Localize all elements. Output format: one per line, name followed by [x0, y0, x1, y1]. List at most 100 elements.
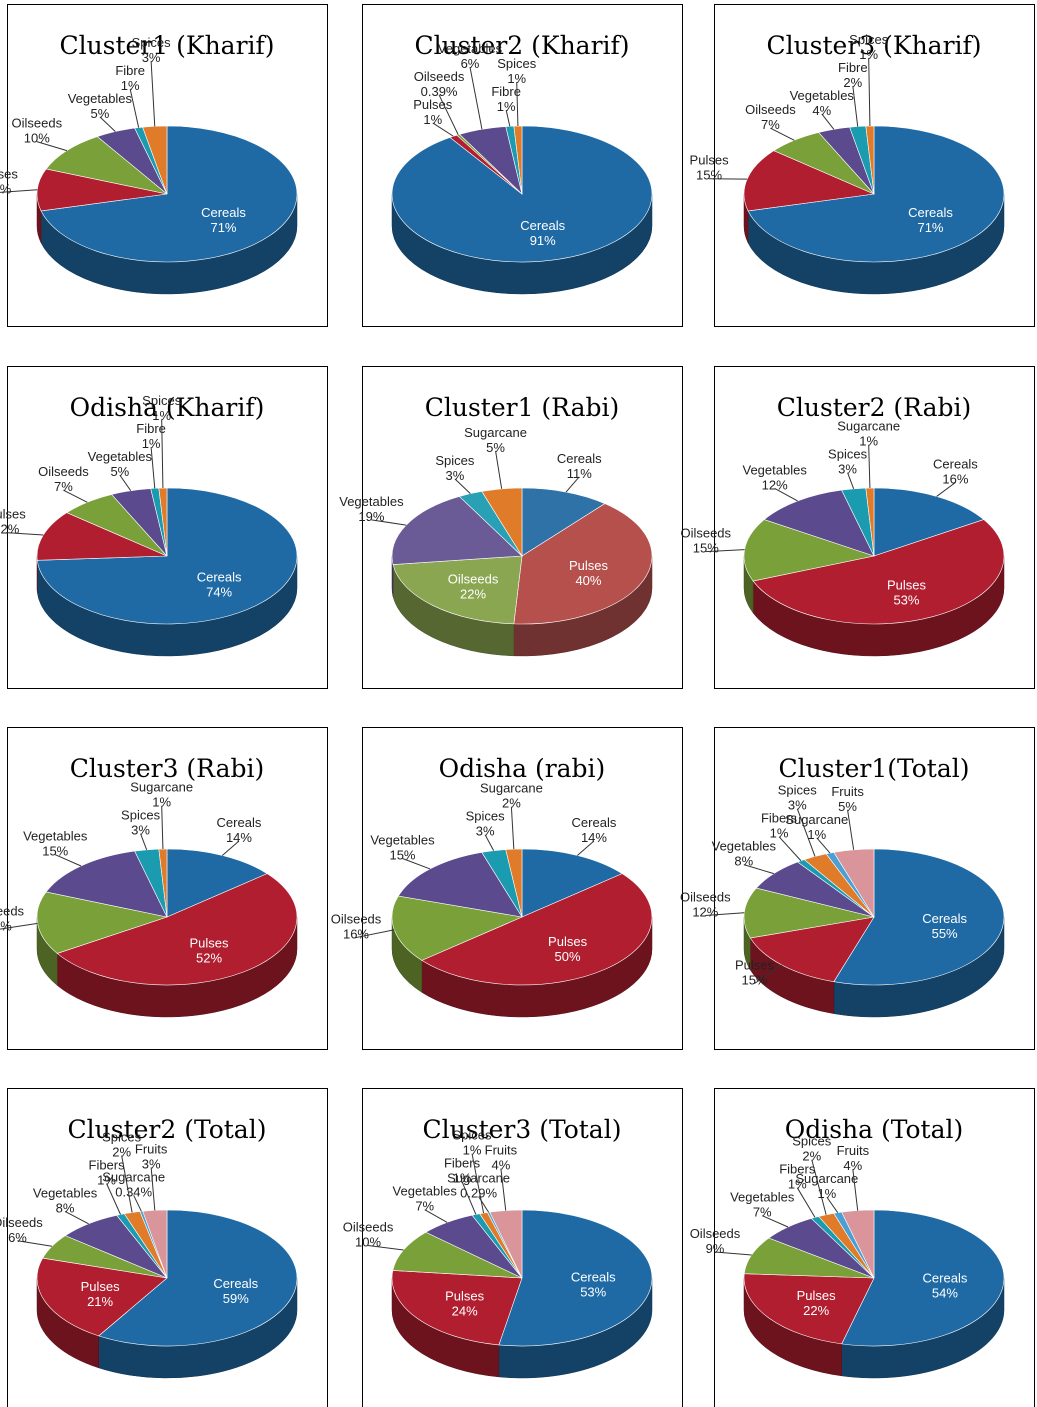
pie-slice — [98, 1209, 298, 1347]
data-label-value: 3% — [142, 50, 161, 65]
pie-chart: Cluster1 (Kharif)Cereals71%Pulses10%Oils… — [0, 4, 328, 327]
leader-line — [500, 1168, 507, 1211]
data-label-name: Spices — [435, 453, 475, 468]
data-label-value: 5% — [110, 464, 129, 479]
pie-slice — [56, 873, 298, 986]
leader-line — [796, 808, 816, 857]
data-label-value: 0.29% — [460, 1186, 497, 1201]
data-label-value: 6% — [461, 56, 480, 71]
data-label-name: Cereals — [571, 1269, 616, 1284]
data-label-name: Vegetables — [88, 449, 153, 464]
leader-line — [36, 141, 67, 152]
data-label-value: 71% — [917, 220, 943, 235]
data-label-name: Spices — [121, 808, 161, 823]
data-label-value: 3% — [142, 1156, 161, 1171]
data-label-value: 6% — [8, 1230, 27, 1245]
leader-line — [55, 854, 82, 867]
pie-slice — [481, 487, 523, 558]
data-label-value: 15% — [741, 973, 767, 988]
data-label-name: Vegetables — [438, 41, 503, 56]
leader-line — [478, 1196, 490, 1213]
leader-line — [64, 1211, 89, 1225]
data-label-name: Vegetables — [68, 91, 133, 106]
data-label-name: Sugarcane — [480, 781, 543, 796]
data-label-name: Fruits — [135, 1141, 168, 1156]
leader-line — [796, 1187, 816, 1218]
leader-line — [936, 482, 956, 497]
data-label-value: 7% — [415, 1199, 434, 1214]
pie-slice — [36, 512, 168, 561]
pie-slice — [391, 496, 523, 565]
pie-slice — [391, 1270, 523, 1346]
data-label-name: Fruits — [831, 784, 864, 799]
leader-line — [222, 840, 240, 856]
leader-line — [705, 912, 745, 916]
data-label-value: 1% — [423, 112, 442, 127]
data-label-name: Fibers — [444, 1156, 481, 1171]
data-label-value: 7% — [54, 479, 73, 494]
leader-line — [133, 1195, 142, 1212]
data-label-value: 1% — [152, 795, 171, 810]
data-label-name: Pulses — [0, 166, 18, 181]
leader-line — [140, 833, 148, 851]
data-label-value: 24% — [452, 1303, 478, 1318]
data-label-value: 8% — [734, 854, 753, 869]
leader-line — [469, 66, 483, 130]
leader-line — [438, 94, 459, 135]
pie-slice — [421, 873, 653, 986]
data-label-value: 15% — [0, 918, 12, 933]
data-label-value: 12% — [0, 522, 20, 537]
data-label-name: Oilseeds — [690, 1226, 741, 1241]
leader-line — [852, 85, 859, 127]
pie-slice — [521, 487, 606, 557]
data-label-name: Pulses — [81, 1279, 121, 1294]
pie-slice — [743, 150, 876, 212]
data-label-value: 22% — [460, 586, 486, 601]
data-label-value: 5% — [486, 440, 505, 455]
data-label-value: 11% — [567, 466, 592, 481]
data-label-name: Oilseeds — [680, 526, 731, 541]
chart-title: Cluster3 (Kharif) — [766, 31, 981, 60]
chart-title: Cluster2 (Total) — [68, 1115, 267, 1144]
data-label-value: 5% — [838, 799, 857, 814]
pie-slice — [142, 1209, 168, 1279]
data-label-name: Spices — [453, 1128, 493, 1143]
leader-line — [770, 127, 795, 141]
leader-line — [505, 109, 511, 127]
leader-line — [150, 1167, 156, 1211]
pie-slice — [36, 168, 168, 212]
data-label-name: Fibers — [761, 811, 798, 826]
pie-slice — [743, 1273, 875, 1345]
data-label-name: Sugarcane — [837, 419, 900, 434]
leader-line — [129, 88, 140, 128]
leader-line — [471, 1153, 485, 1214]
data-label-value: 2% — [112, 1144, 131, 1159]
data-label-value: 54% — [932, 1286, 958, 1301]
pie-slice — [36, 891, 169, 954]
data-label-name: Oilseeds — [0, 1215, 43, 1230]
data-label-value: 3% — [476, 824, 495, 839]
data-label-name: Pulses — [190, 935, 230, 950]
data-label-value: 1% — [788, 1177, 807, 1192]
data-label-value: 1% — [859, 434, 878, 449]
leader-line — [6, 532, 44, 536]
chart-title: Cluster1 (Kharif) — [59, 31, 274, 60]
data-label-value: 74% — [206, 585, 232, 600]
leader-line — [754, 964, 783, 984]
data-label-name: Cereals — [923, 1271, 968, 1286]
data-label-value: 52% — [196, 950, 222, 965]
data-label-name: Cereals — [557, 451, 602, 466]
data-label-name: Oilseeds — [331, 912, 382, 927]
data-label-name: Spices — [142, 393, 182, 408]
data-label-name: Cereals — [213, 1276, 258, 1291]
leader-line — [99, 116, 116, 132]
pie-slice — [747, 125, 1005, 263]
leader-line — [0, 922, 38, 930]
